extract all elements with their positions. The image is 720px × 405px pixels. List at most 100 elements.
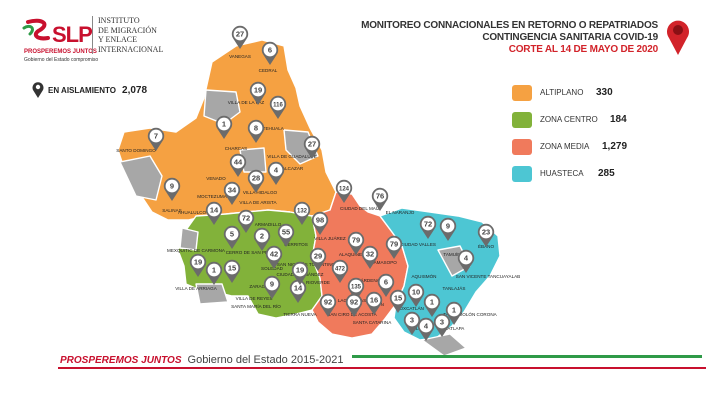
- marker-count: 92: [350, 298, 358, 307]
- marker-count: 3: [410, 316, 414, 325]
- pin-face: [207, 203, 221, 217]
- pin-face: [387, 237, 401, 251]
- marker-count: 1: [212, 266, 216, 275]
- place-label: SAN NICOLÁS TOLENTINO: [277, 261, 336, 267]
- count-marker-salinas: 9: [163, 177, 181, 201]
- marker-count: 2: [260, 232, 264, 241]
- place-label: VILLA DE ARISTA: [239, 200, 277, 205]
- marker-count: 28: [252, 174, 260, 183]
- count-marker-tamuin: 9: [439, 217, 457, 241]
- count-marker-santo-domingo: 7: [147, 127, 165, 151]
- marker-count: 4: [424, 322, 429, 331]
- marker-count: 9: [446, 222, 450, 231]
- marker-count: 34: [228, 186, 237, 195]
- legend-swatch: [512, 112, 532, 128]
- legend-item-centro: ZONA CENTRO 184: [512, 112, 652, 130]
- count-marker-matehuala-a: 1: [215, 115, 233, 139]
- place-label: TAMASOPO: [371, 260, 397, 265]
- pin-face: [249, 121, 263, 135]
- count-marker-santa-catarina: 16: [365, 291, 383, 315]
- pin-face: [425, 295, 439, 309]
- marker-count: 14: [210, 206, 219, 215]
- marker-count: 92: [324, 298, 332, 307]
- place-label: SANTA MARÍA DEL RÍO: [231, 303, 281, 309]
- pin-face: [305, 137, 319, 151]
- place-label: CIUDAD VALLES: [400, 242, 436, 247]
- pin-face: [391, 291, 405, 305]
- pin-face: [225, 227, 239, 241]
- count-marker-soledad: 42: [265, 245, 283, 269]
- place-label: SALINAS: [162, 208, 181, 213]
- marker-count: 4: [464, 254, 469, 263]
- pin-face: [441, 219, 455, 233]
- legend-item-media: ZONA MEDIA 1,279: [512, 139, 652, 157]
- pin-face: [267, 247, 281, 261]
- count-marker-tancanhuitz: 3: [403, 311, 421, 335]
- footer: PROSPEREMOS JUNTOS Gobierno del Estado 2…: [60, 354, 343, 366]
- place-label: SAN VICENTE TANCUAYALAB: [456, 274, 521, 279]
- marker-count: 23: [482, 228, 490, 237]
- count-marker-cerritos: 29: [309, 247, 327, 271]
- marker-count: 72: [424, 220, 432, 229]
- marker-count: 124: [339, 187, 350, 193]
- marker-count: 10: [412, 288, 420, 297]
- marker-count: 5: [230, 230, 234, 239]
- count-marker-rioverde: 472: [331, 259, 349, 283]
- pin-face: [279, 225, 293, 239]
- pin-face: [459, 251, 473, 265]
- count-marker-matehuala: 116: [269, 95, 287, 119]
- place-label: COXCATLÁN: [396, 305, 424, 311]
- region-no-data: [203, 89, 241, 125]
- place-label: VILLA HIDALGO: [243, 190, 278, 195]
- place-label: VILLA DE GUADALUPE: [267, 154, 317, 159]
- pin-face: [265, 277, 279, 291]
- count-marker-coxcatlan: 15: [389, 289, 407, 313]
- marker-count: 15: [394, 294, 402, 303]
- place-label: ALAQUINES: [339, 252, 365, 257]
- pin-face: [271, 97, 285, 111]
- institute-line: INTERNACIONAL: [98, 44, 164, 54]
- count-marker-cardenas: 32: [361, 245, 379, 269]
- marker-count: 1: [430, 298, 434, 307]
- slp-logo: SLP PROSPEREMOS JUNTOS Gobierno del Esta…: [22, 18, 162, 68]
- count-marker-villa-de-reyes: 19: [189, 253, 207, 277]
- pin-face: [239, 211, 253, 225]
- count-marker-aquismon: 10: [407, 283, 425, 307]
- legend-value: 285: [598, 168, 615, 179]
- place-label: VENADO: [206, 176, 226, 181]
- count-marker-guadalcazar-a: 4: [267, 161, 285, 185]
- marker-count: 7: [154, 132, 158, 141]
- place-label: TIERRA NUEVA: [283, 312, 317, 317]
- count-marker-cerro-de-san-pedro: 132: [293, 201, 311, 225]
- marker-count: 132: [297, 209, 308, 215]
- legend-label: HUASTECA: [540, 169, 584, 178]
- legend-value: 330: [596, 87, 613, 98]
- pin-face: [293, 263, 307, 277]
- legend-label: ZONA CENTRO: [540, 115, 598, 124]
- marker-count: 55: [282, 228, 290, 237]
- count-marker-guadalcazar: 28: [247, 169, 265, 193]
- logo-motto: PROSPEREMOS JUNTOS: [24, 49, 97, 55]
- count-marker-san-nicolas-tolentino: 92: [319, 293, 337, 317]
- legend-item-huasteca: HUASTECA 285: [512, 166, 652, 184]
- legend-swatch: [512, 85, 532, 101]
- logo-subtitle: Gobierno del Estado compromiso: [24, 57, 99, 63]
- marker-count: 135: [351, 285, 362, 291]
- marker-count: 9: [270, 280, 274, 289]
- legend-swatch: [512, 166, 532, 182]
- marker-count: 19: [194, 258, 202, 267]
- pin-face: [249, 171, 263, 185]
- count-marker-ciudad-del-maiz: 124: [335, 179, 353, 203]
- count-marker-tampamolon: 3: [433, 313, 451, 337]
- place-label: SANTA CATARINA: [353, 320, 392, 325]
- pin-icon: [32, 82, 44, 98]
- marker-count: 76: [376, 192, 384, 201]
- marker-count: 6: [268, 46, 272, 55]
- marker-count: 116: [273, 103, 283, 109]
- place-label: CERRO DE SAN PEDRO: [226, 250, 279, 255]
- pin-face: [321, 295, 335, 309]
- place-label: ARMADILLO: [255, 222, 282, 227]
- count-marker-el-naranjo: 76: [371, 187, 389, 211]
- pin-face: [409, 285, 423, 299]
- count-marker-armadillo: 55: [277, 223, 295, 247]
